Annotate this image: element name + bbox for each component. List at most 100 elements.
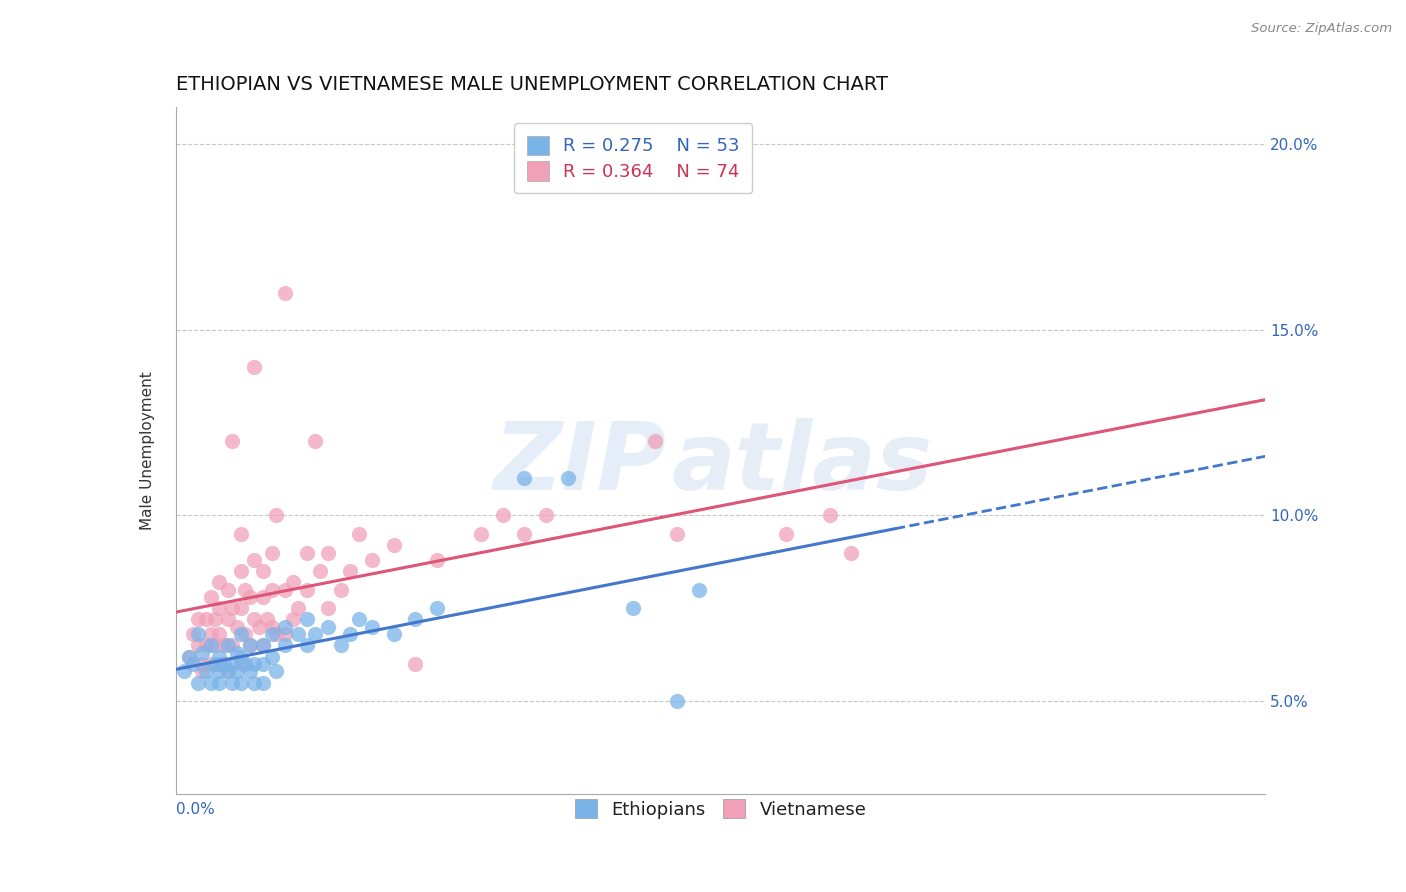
Point (534, 508, 557, 523)
Point (247, 620, 270, 634)
Point (513, 471, 536, 485)
Point (221, 601, 243, 615)
Y-axis label: Male Unemployment: Male Unemployment (141, 371, 155, 530)
Point (283, 575, 305, 590)
Point (231, 649, 253, 664)
Point (181, 657, 204, 671)
Point (260, 649, 283, 664)
Point (666, 694, 689, 708)
Point (382, 538, 405, 552)
Point (186, 675, 209, 690)
Point (221, 675, 243, 690)
Point (360, 553, 382, 567)
Point (225, 620, 247, 634)
Point (235, 657, 257, 671)
Point (239, 639, 262, 653)
Point (173, 665, 195, 679)
Point (274, 620, 297, 634)
Point (239, 665, 262, 679)
Point (235, 627, 257, 641)
Point (231, 564, 253, 578)
Point (186, 639, 209, 653)
Point (204, 657, 226, 671)
Point (208, 627, 231, 641)
Point (339, 564, 361, 578)
Point (318, 601, 340, 615)
Text: ZIP: ZIP (494, 418, 666, 510)
Point (426, 553, 449, 567)
Point (243, 675, 266, 690)
Point (295, 612, 318, 626)
Point (252, 590, 274, 604)
Point (287, 627, 309, 641)
Point (200, 657, 222, 671)
Point (191, 665, 214, 679)
Point (231, 527, 253, 541)
Point (231, 657, 253, 671)
Point (217, 665, 239, 679)
Point (243, 612, 266, 626)
Point (492, 508, 515, 523)
Point (264, 627, 287, 641)
Point (252, 639, 274, 653)
Point (818, 508, 841, 523)
Point (318, 545, 340, 559)
Point (177, 649, 200, 664)
Point (200, 675, 222, 690)
Point (221, 639, 243, 653)
Point (231, 675, 253, 690)
Point (308, 564, 330, 578)
Point (360, 620, 382, 634)
Point (225, 665, 247, 679)
Point (225, 646, 247, 660)
Point (260, 620, 283, 634)
Point (513, 527, 536, 541)
Point (260, 582, 283, 597)
Point (256, 612, 278, 626)
Point (295, 545, 318, 559)
Point (217, 582, 239, 597)
Point (239, 590, 262, 604)
Point (221, 657, 243, 671)
Point (186, 612, 209, 626)
Point (208, 601, 231, 615)
Point (208, 649, 231, 664)
Point (208, 575, 231, 590)
Point (181, 627, 204, 641)
Point (212, 657, 235, 671)
Point (208, 665, 231, 679)
Point (195, 639, 218, 653)
Point (217, 665, 239, 679)
Point (330, 582, 353, 597)
Point (252, 564, 274, 578)
Point (382, 627, 405, 641)
Point (217, 612, 239, 626)
Legend: Ethiopians, Vietnamese: Ethiopians, Vietnamese (564, 788, 877, 830)
Point (200, 590, 222, 604)
Point (621, 601, 644, 615)
Point (243, 359, 266, 374)
Point (252, 675, 274, 690)
Point (339, 627, 361, 641)
Point (347, 527, 370, 541)
Point (405, 612, 427, 626)
Point (775, 527, 797, 541)
Point (295, 582, 318, 597)
Point (260, 627, 283, 641)
Point (274, 285, 297, 300)
Point (287, 601, 309, 615)
Point (252, 639, 274, 653)
Point (644, 434, 666, 449)
Text: 0.0%: 0.0% (176, 802, 215, 817)
Point (330, 639, 353, 653)
Text: Source: ZipAtlas.com: Source: ZipAtlas.com (1251, 22, 1392, 36)
Point (195, 612, 218, 626)
Point (243, 553, 266, 567)
Text: atlas: atlas (672, 418, 932, 510)
Point (243, 657, 266, 671)
Point (217, 639, 239, 653)
Text: ETHIOPIAN VS VIETNAMESE MALE UNEMPLOYMENT CORRELATION CHART: ETHIOPIAN VS VIETNAMESE MALE UNEMPLOYMEN… (176, 75, 887, 95)
Point (186, 627, 209, 641)
Point (274, 582, 297, 597)
Point (295, 639, 318, 653)
